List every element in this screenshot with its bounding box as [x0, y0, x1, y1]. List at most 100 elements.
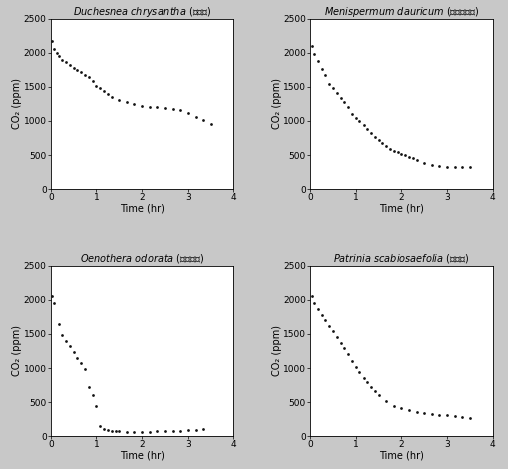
Y-axis label: CO₂ (ppm): CO₂ (ppm): [272, 325, 281, 377]
Point: [146, 428, 154, 436]
Point: [420, 159, 428, 166]
Point: [85, 383, 93, 391]
Point: [66, 61, 74, 69]
Point: [371, 387, 379, 395]
Point: [89, 391, 97, 398]
Point: [115, 96, 123, 104]
Point: [169, 105, 177, 113]
Point: [153, 104, 161, 111]
Point: [329, 327, 337, 335]
Point: [62, 338, 70, 345]
Point: [443, 163, 451, 170]
Point: [54, 320, 62, 327]
Point: [176, 106, 184, 114]
Point: [138, 428, 146, 436]
Point: [397, 150, 405, 158]
Point: [77, 359, 85, 366]
Point: [92, 402, 101, 409]
Point: [314, 57, 322, 65]
Point: [383, 398, 391, 405]
Point: [48, 38, 56, 45]
Point: [81, 366, 89, 373]
Point: [307, 42, 315, 50]
Point: [123, 428, 131, 436]
Point: [70, 348, 78, 356]
Y-axis label: CO₂ (ppm): CO₂ (ppm): [12, 78, 22, 129]
Point: [363, 125, 371, 133]
Point: [405, 407, 414, 414]
Point: [70, 64, 78, 72]
Point: [435, 411, 443, 418]
Point: [73, 354, 81, 362]
Point: [100, 425, 108, 433]
Point: [340, 345, 348, 352]
Point: [96, 84, 104, 92]
Point: [412, 408, 421, 416]
Point: [146, 103, 154, 110]
Point: [428, 161, 436, 168]
Point: [374, 136, 383, 144]
Point: [130, 100, 138, 108]
Point: [394, 149, 402, 156]
Point: [333, 89, 341, 97]
Y-axis label: CO₂ (ppm): CO₂ (ppm): [12, 325, 22, 377]
Point: [66, 342, 74, 350]
Title: $\mathit{Duchesnea\ chrysantha}$ (백딸기): $\mathit{Duchesnea\ chrysantha}$ (백딸기): [73, 5, 211, 19]
Point: [318, 311, 326, 318]
Point: [386, 145, 394, 153]
Point: [451, 163, 459, 171]
Point: [337, 95, 345, 102]
Point: [458, 164, 466, 171]
Title: $\mathit{Patrinia\ scabiosaefolia}$ (마타리): $\mathit{Patrinia\ scabiosaefolia}$ (마타리…: [333, 252, 469, 265]
Point: [344, 351, 352, 358]
Point: [307, 293, 315, 300]
Point: [363, 378, 371, 386]
Point: [104, 91, 112, 98]
Point: [130, 428, 138, 436]
X-axis label: Time (hr): Time (hr): [120, 204, 165, 214]
Point: [199, 425, 207, 433]
Point: [112, 427, 120, 435]
Point: [199, 117, 207, 124]
Point: [466, 164, 474, 171]
Point: [115, 428, 123, 435]
Point: [466, 414, 474, 422]
Point: [192, 113, 200, 121]
X-axis label: Time (hr): Time (hr): [379, 451, 424, 461]
Point: [435, 162, 443, 170]
Point: [58, 56, 66, 63]
Point: [169, 427, 177, 435]
Point: [192, 426, 200, 434]
Point: [356, 117, 364, 125]
Point: [390, 147, 398, 155]
Point: [337, 339, 345, 347]
Point: [123, 98, 131, 106]
Point: [428, 410, 436, 417]
Point: [360, 121, 368, 129]
Point: [81, 71, 89, 78]
Point: [329, 84, 337, 92]
Point: [184, 427, 192, 434]
Point: [100, 87, 108, 95]
Point: [352, 363, 360, 371]
Point: [409, 155, 417, 162]
Point: [344, 104, 352, 111]
Point: [321, 71, 329, 78]
Point: [77, 68, 85, 76]
Point: [48, 292, 56, 300]
Point: [207, 120, 215, 128]
Point: [104, 426, 112, 434]
Point: [58, 331, 66, 338]
Point: [360, 374, 368, 381]
Point: [325, 322, 333, 330]
Point: [443, 412, 451, 419]
Point: [356, 368, 364, 376]
Point: [401, 151, 409, 159]
Point: [325, 80, 333, 87]
Point: [321, 317, 329, 324]
Point: [367, 129, 375, 137]
Point: [85, 73, 93, 81]
Point: [62, 59, 70, 66]
Point: [458, 413, 466, 421]
Point: [50, 300, 58, 307]
